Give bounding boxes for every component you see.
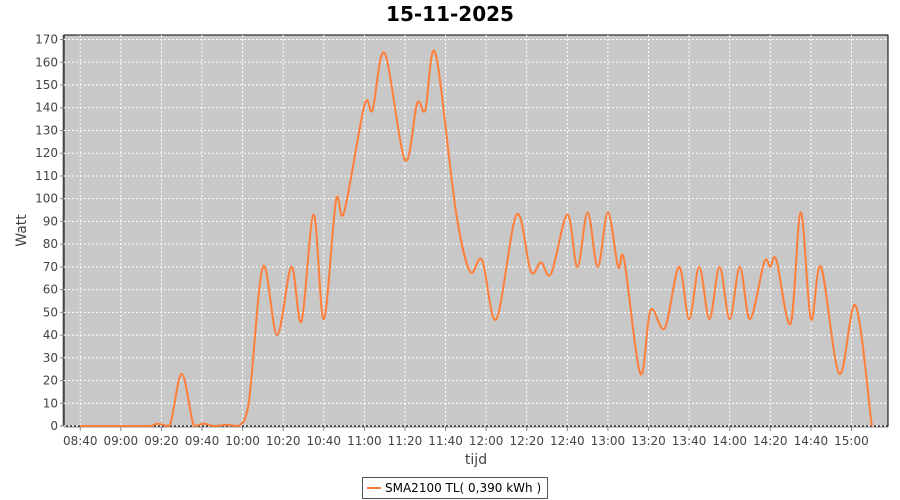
- y-axis-label: Watt: [14, 214, 30, 247]
- y-tick-label: 70: [43, 260, 58, 274]
- x-tick-label: 14:40: [794, 434, 829, 448]
- y-tick-label: 0: [50, 419, 58, 433]
- series-line: [80, 49, 873, 428]
- y-tick-label: 20: [43, 374, 58, 388]
- y-tick-label: 140: [35, 101, 58, 115]
- y-tick-label: 60: [43, 283, 58, 297]
- y-tick-label: 80: [43, 237, 58, 251]
- y-tick-label: 10: [43, 396, 58, 410]
- x-tick-label: 12:00: [469, 434, 504, 448]
- y-tick-label: 160: [35, 55, 58, 69]
- x-tick-label: 11:40: [428, 434, 463, 448]
- y-tick-label: 120: [35, 146, 58, 160]
- x-tick-label: 09:00: [104, 434, 139, 448]
- y-tick-label: 30: [43, 351, 58, 365]
- y-tick-label: 150: [35, 78, 58, 92]
- x-tick-label: 10:20: [266, 434, 301, 448]
- x-tick-label: 15:00: [834, 434, 869, 448]
- x-tick-label: 13:40: [672, 434, 707, 448]
- plot-area: [63, 34, 889, 427]
- x-tick-label: 10:00: [225, 434, 260, 448]
- y-tick-label: 170: [35, 33, 58, 47]
- x-axis-label: tijd: [465, 452, 487, 468]
- y-tick-label: 100: [35, 192, 58, 206]
- y-tick-label: 130: [35, 123, 58, 137]
- x-tick-label: 09:40: [185, 434, 220, 448]
- x-tick-label: 13:20: [631, 434, 666, 448]
- legend: SMA2100 TL( 0,390 kWh ): [362, 477, 549, 499]
- y-tick-label: 40: [43, 328, 58, 342]
- y-tick-label: 110: [35, 169, 58, 183]
- x-tick-label: 09:20: [144, 434, 179, 448]
- legend-swatch: [367, 487, 381, 489]
- x-tick-label: 12:20: [509, 434, 544, 448]
- x-tick-label: 14:20: [753, 434, 788, 448]
- y-tick-label: 90: [43, 214, 58, 228]
- x-tick-label: 08:40: [63, 434, 98, 448]
- x-tick-label: 10:40: [306, 434, 341, 448]
- x-tick-label: 13:00: [591, 434, 626, 448]
- x-tick-label: 14:00: [712, 434, 747, 448]
- chart-title: 15-11-2025: [386, 2, 514, 26]
- x-tick-label: 11:20: [388, 434, 423, 448]
- x-tick-label: 12:40: [550, 434, 585, 448]
- legend-label: SMA2100 TL( 0,390 kWh ): [385, 481, 542, 495]
- y-tick-label: 50: [43, 305, 58, 319]
- x-tick-label: 11:00: [347, 434, 382, 448]
